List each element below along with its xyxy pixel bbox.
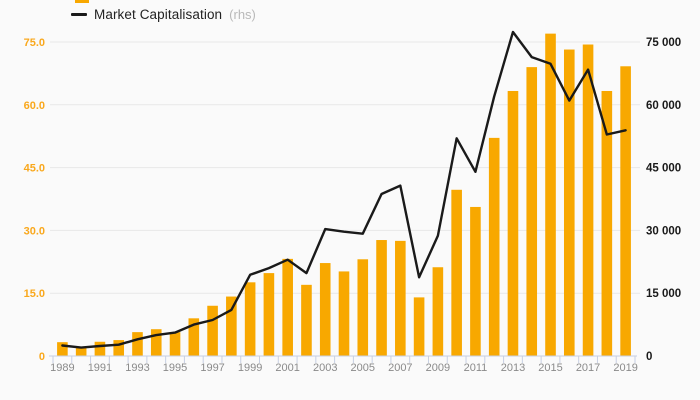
bar-2012 bbox=[488, 137, 500, 356]
x-axis-label-1993: 1993 bbox=[125, 362, 149, 374]
left-axis-tick-label: 75.0 bbox=[24, 37, 45, 49]
x-axis-label-1991: 1991 bbox=[88, 362, 112, 374]
legend-rhs-suffix: (rhs) bbox=[229, 6, 256, 22]
bar-2002 bbox=[301, 284, 312, 356]
bar-1993 bbox=[132, 332, 143, 356]
x-axis-label-2001: 2001 bbox=[275, 362, 299, 374]
bar-2017 bbox=[582, 44, 594, 357]
bar-1998 bbox=[226, 296, 237, 356]
legend-item-market-cap[interactable]: Market Capitalisation (rhs) bbox=[71, 6, 256, 22]
bar-2004 bbox=[338, 271, 350, 356]
legend-label: Market Capitalisation bbox=[94, 6, 223, 22]
x-axis-label-2011: 2011 bbox=[464, 362, 488, 374]
x-axis-label-2017: 2017 bbox=[576, 362, 600, 374]
right-axis-tick-label: 30 000 bbox=[646, 225, 681, 237]
left-axis-tick-label: 60.0 bbox=[24, 100, 45, 112]
right-axis-tick-label: 75 000 bbox=[646, 37, 681, 49]
bar-1992 bbox=[113, 340, 125, 356]
left-axis-zero-label: 0 bbox=[39, 351, 45, 363]
x-axis-label-1989: 1989 bbox=[50, 362, 74, 374]
bar-2000 bbox=[263, 273, 275, 356]
bar-2015 bbox=[545, 33, 556, 356]
right-axis-zero-label: 0 bbox=[646, 351, 652, 363]
left-axis-tick-label: 30.0 bbox=[24, 225, 45, 237]
x-axis-label-2007: 2007 bbox=[388, 362, 412, 374]
x-axis-label-2009: 2009 bbox=[426, 362, 450, 374]
bar-1995 bbox=[169, 332, 181, 356]
left-axis-tick-label: 15.0 bbox=[24, 288, 45, 300]
bar-2016 bbox=[563, 49, 575, 356]
right-axis-tick-label: 15 000 bbox=[646, 288, 681, 300]
bar-2007 bbox=[395, 240, 406, 356]
x-axis-label-2013: 2013 bbox=[501, 362, 525, 374]
x-axis-label-2005: 2005 bbox=[351, 362, 375, 374]
bar-2011 bbox=[470, 206, 481, 356]
bar-1991 bbox=[94, 341, 106, 356]
right-axis-tick-label: 45 000 bbox=[646, 163, 681, 175]
bar-2014 bbox=[526, 67, 538, 357]
bar-1990 bbox=[75, 347, 87, 356]
x-axis-label-1995: 1995 bbox=[163, 362, 187, 374]
bar-2001 bbox=[282, 258, 293, 356]
legend-item-partial-swatch[interactable] bbox=[75, 0, 89, 3]
bar-2008 bbox=[413, 297, 425, 356]
x-axis-label-2019: 2019 bbox=[613, 362, 637, 374]
x-axis-label-1999: 1999 bbox=[238, 362, 262, 374]
bar-2006 bbox=[376, 240, 387, 356]
bar-1989 bbox=[57, 342, 68, 356]
bar-1997 bbox=[207, 305, 218, 356]
bar-2005 bbox=[357, 259, 369, 356]
bar-2009 bbox=[432, 267, 444, 356]
bar-2018 bbox=[601, 90, 613, 356]
x-axis-label-2003: 2003 bbox=[313, 362, 337, 374]
bar-2010 bbox=[451, 189, 462, 356]
bar-2019 bbox=[620, 66, 631, 357]
x-axis-label-2015: 2015 bbox=[538, 362, 562, 374]
right-axis-tick-label: 60 000 bbox=[646, 100, 681, 112]
bar-2013 bbox=[507, 90, 519, 356]
line-swatch-icon bbox=[71, 12, 87, 16]
left-axis-tick-label: 45.0 bbox=[24, 163, 45, 175]
bar-1999 bbox=[244, 282, 256, 356]
bar-1996 bbox=[188, 318, 200, 356]
x-axis-label-1997: 1997 bbox=[200, 362, 224, 374]
market-cap-line bbox=[61, 30, 627, 349]
bar-1994 bbox=[150, 329, 162, 356]
bar-2003 bbox=[319, 263, 331, 356]
